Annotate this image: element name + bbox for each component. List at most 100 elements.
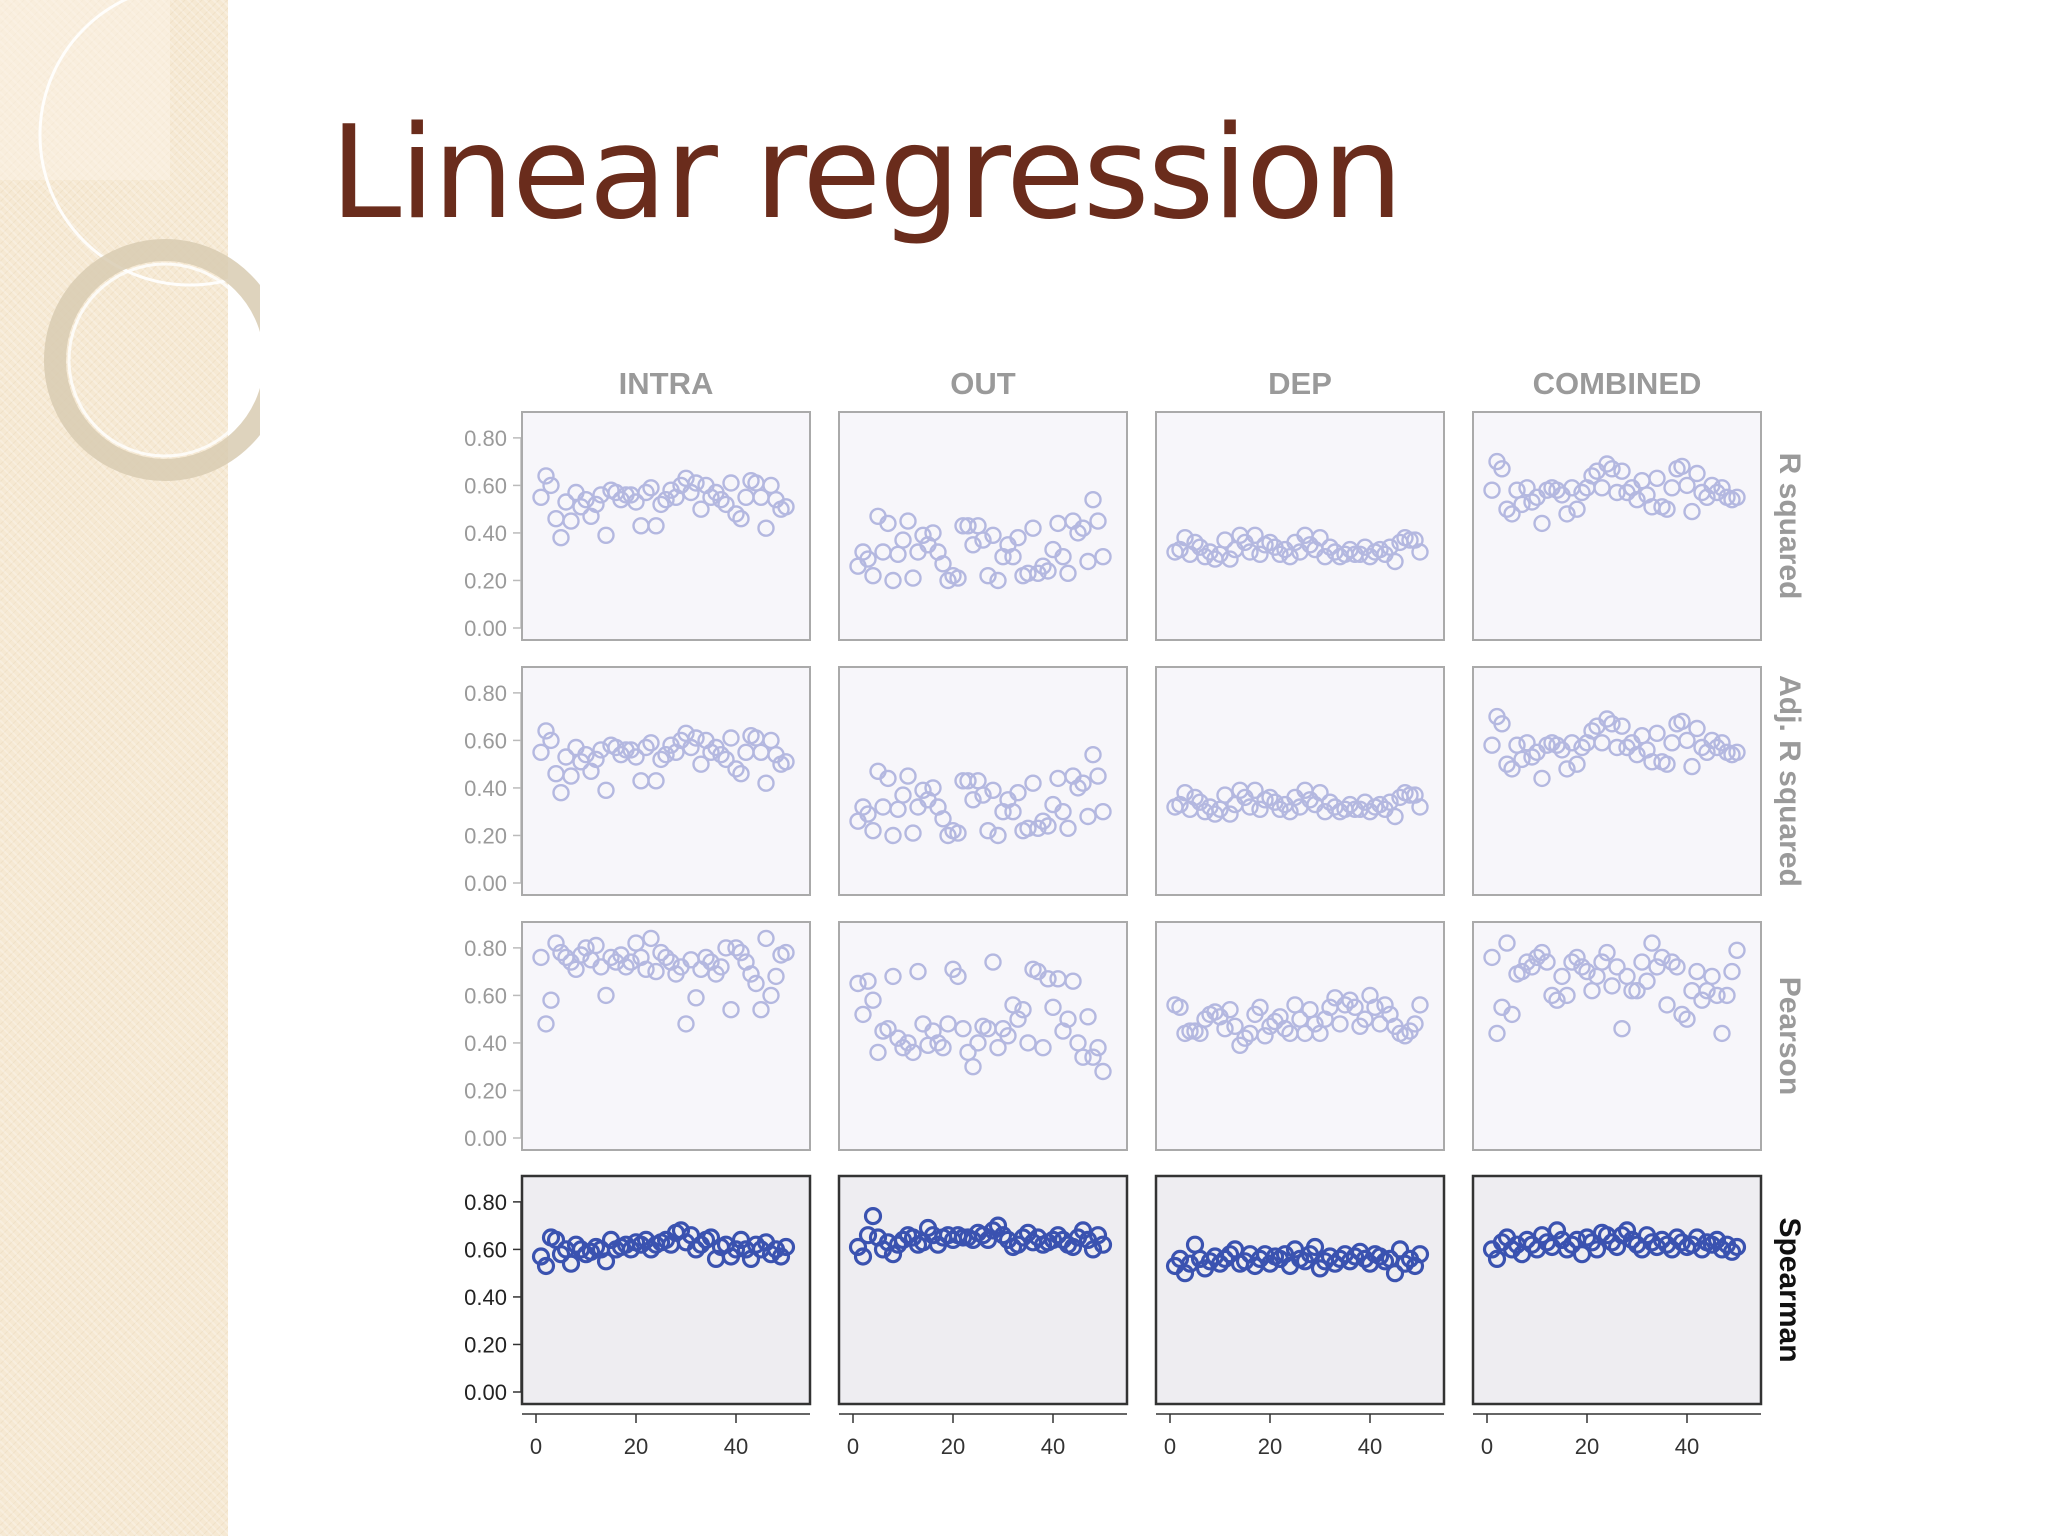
- data-point: [642, 929, 660, 948]
- y-tick-label: 0.60: [464, 983, 507, 1008]
- panel-frame: [837, 1174, 1129, 1406]
- data-point: [777, 498, 795, 516]
- data-point: [989, 1038, 1007, 1057]
- x-tick-label: 0: [1164, 1434, 1176, 1459]
- data-point: [1366, 998, 1384, 1016]
- data-point: [722, 1001, 740, 1019]
- data-point: [888, 1235, 908, 1254]
- row-label-pearson: Pearson: [1773, 977, 1806, 1095]
- y-tick-label: 0.40: [464, 1285, 507, 1310]
- data-point: [1236, 1029, 1254, 1047]
- data-point: [1573, 483, 1591, 502]
- panel-frame: [1155, 411, 1445, 641]
- data-point: [934, 1038, 952, 1057]
- data-point: [732, 510, 750, 528]
- data-point: [536, 1256, 556, 1276]
- data-point: [1558, 505, 1576, 523]
- data-point: [727, 505, 745, 523]
- data-point: [1678, 731, 1696, 750]
- data-point: [702, 488, 720, 506]
- data-point: [652, 943, 670, 962]
- data-point: [771, 1247, 791, 1266]
- data-point: [1251, 545, 1269, 563]
- data-point: [1678, 1010, 1696, 1028]
- data-point: [1371, 795, 1389, 814]
- panel-r-squared-dep: [1155, 411, 1445, 641]
- data-point: [1648, 469, 1666, 487]
- panel-frame: [520, 1174, 812, 1406]
- row-label-adj-r-squared: Adj. R squared: [1773, 675, 1806, 887]
- data-point: [1039, 970, 1057, 988]
- data-point: [1039, 817, 1057, 835]
- y-tick-label: 0.20: [464, 568, 507, 593]
- data-point: [969, 1034, 987, 1052]
- data-point: [1558, 760, 1576, 778]
- data-point: [1311, 529, 1329, 547]
- data-point: [1503, 760, 1521, 778]
- data-point: [984, 953, 1002, 971]
- data-point: [1493, 715, 1511, 733]
- data-point: [949, 824, 967, 842]
- data-point: [1093, 1235, 1113, 1254]
- data-point: [1059, 1010, 1077, 1028]
- data-point: [752, 1001, 770, 1019]
- data-point: [959, 772, 977, 790]
- data-point: [1210, 1254, 1230, 1273]
- data-point: [1628, 746, 1646, 764]
- data-point: [1306, 1015, 1324, 1033]
- y-tick-label: 0.20: [464, 1332, 507, 1357]
- data-point: [637, 738, 655, 757]
- data-point: [1074, 519, 1092, 537]
- data-point: [939, 826, 957, 845]
- data-point: [1401, 786, 1419, 804]
- data-point: [1613, 717, 1631, 735]
- data-point: [692, 500, 710, 518]
- data-point: [1553, 967, 1571, 986]
- data-point: [692, 755, 710, 773]
- data-point: [1241, 543, 1259, 561]
- data-point: [1593, 479, 1611, 497]
- data-point: [1678, 476, 1696, 495]
- data-point: [1044, 998, 1062, 1016]
- data-point: [1558, 986, 1576, 1005]
- y-tick-label: 0.40: [464, 1031, 507, 1056]
- data-point: [1583, 722, 1601, 740]
- y-tick-label: 0.80: [464, 681, 507, 706]
- column-label-out: OUT: [950, 366, 1016, 401]
- data-point: [682, 483, 700, 502]
- data-point: [596, 1252, 616, 1271]
- data-point: [934, 810, 952, 828]
- data-point: [1220, 1245, 1240, 1264]
- data-point: [1653, 948, 1671, 967]
- data-point: [1411, 798, 1429, 816]
- x-tick-label: 40: [1358, 1434, 1382, 1459]
- data-point: [687, 474, 705, 492]
- data-point: [1708, 986, 1726, 1005]
- data-point: [757, 774, 775, 792]
- data-point: [964, 536, 982, 554]
- data-point: [1683, 757, 1701, 776]
- data-point: [1186, 788, 1204, 807]
- data-point: [989, 571, 1007, 590]
- data-point: [617, 958, 635, 976]
- data-point: [637, 483, 655, 502]
- data-point: [964, 1057, 982, 1076]
- panel-pearson-dep: [1155, 921, 1445, 1151]
- y-tick-label: 0.60: [464, 473, 507, 498]
- y-tick-label: 0.60: [464, 1237, 507, 1262]
- data-point: [1059, 819, 1077, 837]
- data-point: [562, 767, 580, 785]
- data-point: [1598, 943, 1616, 962]
- data-point: [964, 791, 982, 809]
- data-point: [1385, 1264, 1405, 1283]
- data-point: [1411, 996, 1429, 1014]
- data-point: [722, 729, 740, 747]
- data-point: [1009, 529, 1027, 547]
- data-point: [1673, 712, 1691, 731]
- data-point: [854, 1005, 872, 1024]
- data-point: [1638, 972, 1656, 990]
- data-point: [566, 1235, 586, 1254]
- data-point: [1191, 793, 1209, 811]
- data-point: [542, 476, 560, 495]
- data-point: [879, 514, 897, 533]
